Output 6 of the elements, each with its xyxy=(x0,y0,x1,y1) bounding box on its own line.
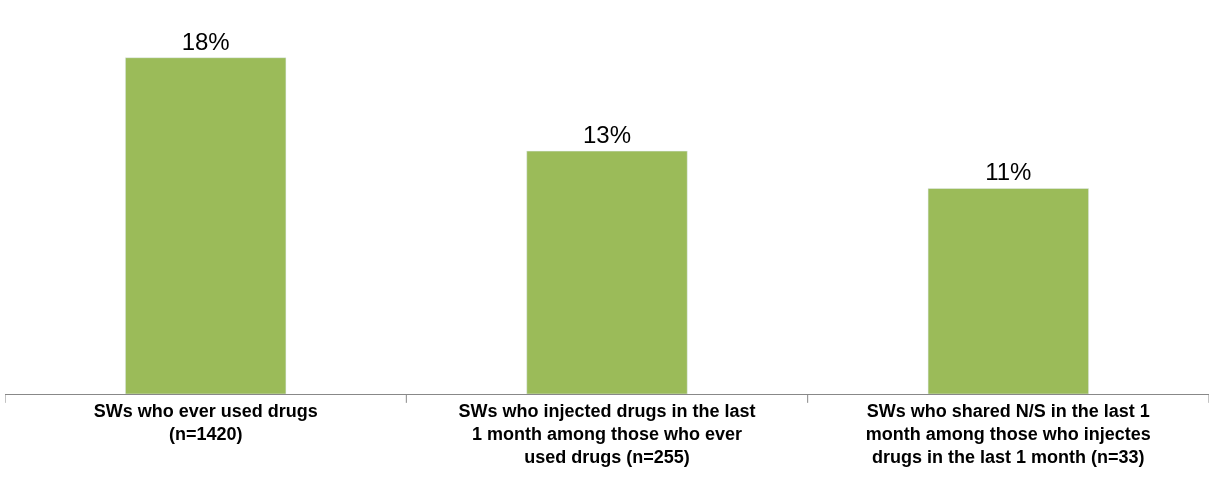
x-tick-label: SWs who shared N/S in the last 1 month among those who injectes drugs in the last 1 month (n=33) xyxy=(865,400,1151,468)
data-label: 11% xyxy=(985,158,1032,186)
x-tick-label: SWs who ever used drugs (n=1420) xyxy=(93,400,318,444)
x-tick-label: SWs who injected drugs in the last 1 month among those who ever used drugs (n=255) xyxy=(458,400,756,468)
data-label: 18% xyxy=(181,27,230,55)
data-label: 13% xyxy=(582,121,632,149)
